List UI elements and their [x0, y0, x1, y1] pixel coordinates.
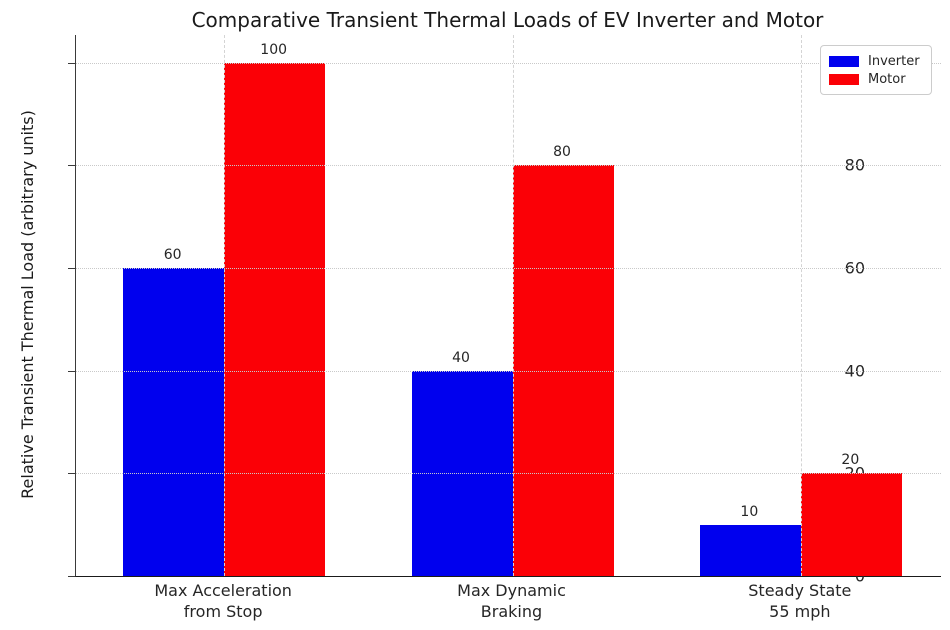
y-tick-mark-0 [68, 576, 75, 577]
motor-bar-0 [224, 62, 326, 576]
inverter-bar-1 [411, 370, 513, 576]
legend-item-motor: Motor [829, 70, 923, 88]
y-axis-label: Relative Transient Thermal Load (arbitra… [18, 110, 37, 499]
inverter-bar-value-2: 10 [740, 503, 759, 520]
y-tick-label-40: 40 [844, 361, 865, 381]
motor-bar-2 [800, 473, 902, 576]
motor-bar-value-1: 80 [553, 144, 571, 161]
y-tick-mark-20 [68, 473, 75, 475]
y-tick-label-60: 60 [844, 258, 865, 278]
x-tick-label-2: Steady State 55 mph [748, 581, 852, 621]
y-tick-mark-100 [68, 62, 75, 64]
motor-bar-value-2: 20 [841, 452, 860, 469]
motor-color-swatch [829, 73, 859, 85]
y-tick-mark-40 [68, 370, 75, 372]
y-tick-mark-80 [68, 165, 75, 167]
motor-bar-1 [512, 165, 614, 576]
inverter-bar-2 [699, 524, 801, 576]
legend-item-inverter: Inverter [829, 52, 923, 70]
y-tick-mark-60 [68, 268, 75, 270]
inverter-color-swatch [829, 55, 859, 67]
x-tick-label-1: Max Dynamic Braking [457, 581, 566, 621]
inverter-bar-value-0: 60 [163, 247, 182, 264]
chart-title: Comparative Transient Thermal Loads of E… [191, 8, 824, 32]
y-tick-label-80: 80 [844, 155, 865, 175]
x-tick-label-0: Max Acceleration from Stop [154, 581, 292, 621]
motor-bar-value-0: 100 [260, 41, 288, 58]
inverter-bar-value-1: 40 [452, 349, 470, 366]
plot-area [75, 35, 941, 577]
y-tick-label-0: 0 [854, 566, 865, 586]
legend-label-inverter: Inverter [868, 53, 920, 69]
inverter-bar-0 [123, 268, 225, 576]
legend-label-motor: Motor [868, 71, 906, 87]
legend: Inverter Motor [820, 45, 932, 95]
